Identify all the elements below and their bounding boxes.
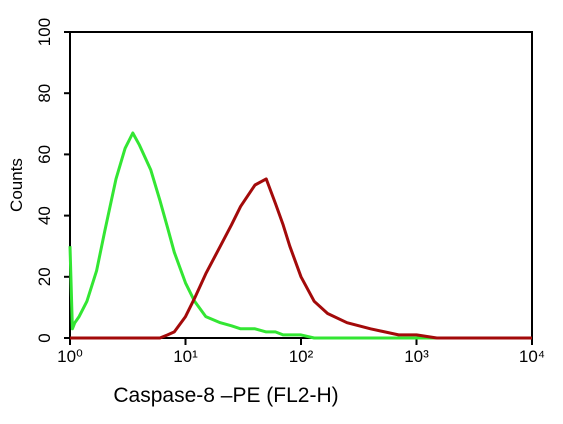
x-tick-label: 10⁰ [57, 347, 83, 366]
x-tick-label: 10⁴ [519, 347, 545, 366]
x-tick-label: 10¹ [173, 347, 198, 366]
y-tick-label: 0 [35, 333, 54, 342]
x-tick-label: 10³ [404, 347, 429, 366]
y-tick-label: 60 [35, 145, 54, 164]
y-tick-label: 40 [35, 206, 54, 225]
plot-frame [69, 31, 533, 339]
y-tick-label: 100 [35, 18, 54, 46]
x-tick-label: 10² [289, 347, 314, 366]
x-axis-label: Caspase-8 –PE (FL2-H) [113, 384, 338, 407]
y-tick-label: 80 [35, 84, 54, 103]
y-tick-label: 20 [35, 267, 54, 286]
series-line [70, 177, 532, 340]
series-line [68, 131, 532, 340]
y-axis-label: Counts [7, 158, 26, 212]
